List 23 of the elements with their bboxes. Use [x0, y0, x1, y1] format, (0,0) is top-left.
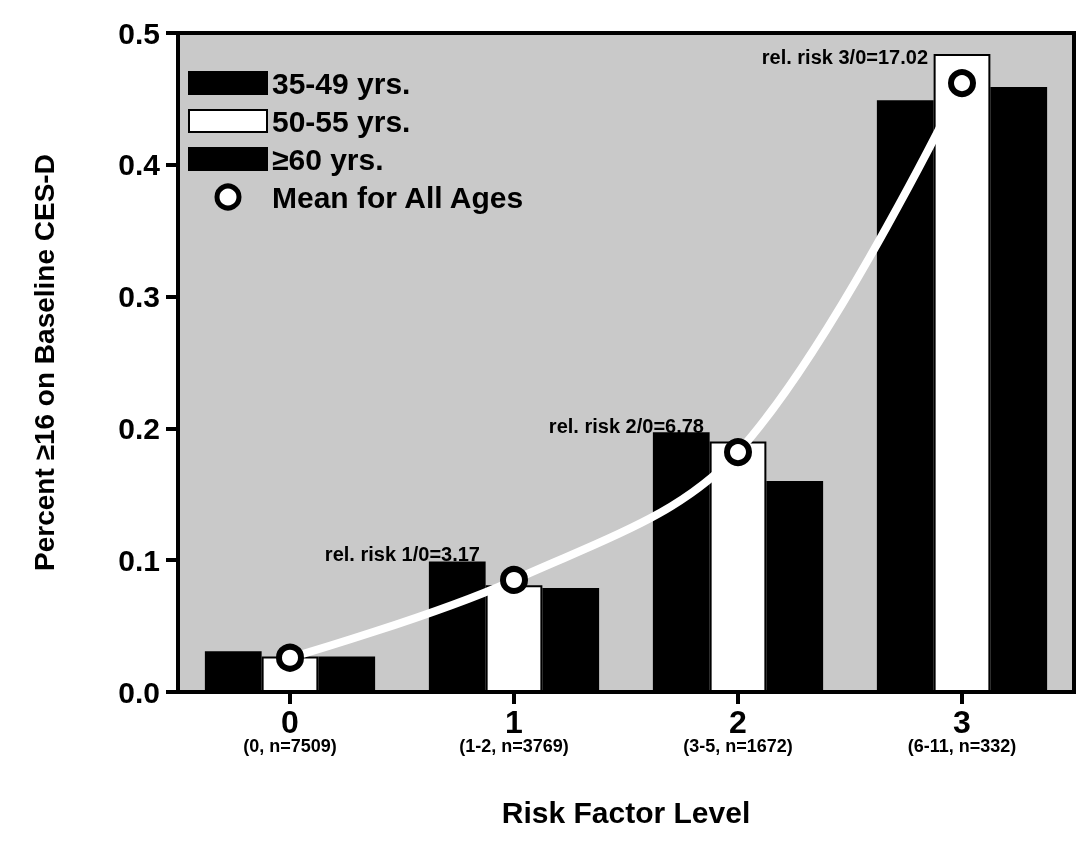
x-tick-label: 0 (0, n=7509): [243, 704, 337, 756]
legend-label: 50-55 yrs.: [272, 104, 411, 138]
y-tick-label: 0.3: [118, 280, 160, 314]
y-tick-label: 0.4: [118, 148, 161, 182]
point: [948, 69, 976, 98]
annotation: rel. risk 3/0=17.02: [761, 46, 928, 69]
x-axis-title: Risk Factor Level: [501, 795, 751, 829]
y-tick-label: 0.5: [118, 16, 160, 50]
y-tick-label: 0.0: [118, 675, 160, 709]
y-axis-title: Percent ≥16 on Baseline CES-D: [28, 154, 60, 571]
legend-label: ≥60 yrs.: [272, 142, 384, 176]
x-tick-label: 3 (6-11, n=332): [907, 704, 1017, 756]
x-tick-label: 1 (1-2, n=3769): [459, 704, 569, 756]
y-tick-label: 0.1: [118, 543, 160, 577]
x-tick-label: 2 (3-5, n=1672): [683, 704, 793, 756]
y-tick-label: 0.2: [118, 411, 160, 445]
point: [724, 438, 752, 467]
point: [276, 643, 304, 672]
legend-label: Mean for All Ages: [272, 180, 524, 214]
annotation: rel. risk 2/0=6.78: [548, 415, 704, 438]
legend-label: 35-49 yrs.: [272, 66, 411, 100]
annotation: rel. risk 1/0=3.17: [324, 542, 480, 565]
point: [500, 565, 528, 594]
